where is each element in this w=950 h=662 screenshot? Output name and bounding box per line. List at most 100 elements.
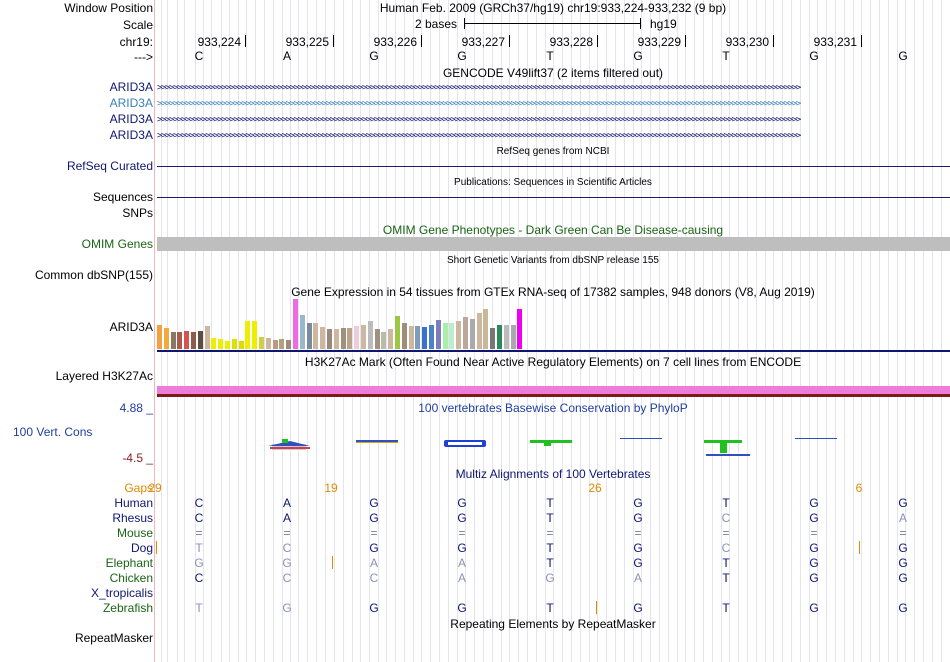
species-label-chicken[interactable]: Chicken bbox=[109, 571, 153, 585]
gtex-tissue-bar[interactable] bbox=[367, 321, 373, 349]
grid-line bbox=[782, 0, 783, 662]
gtex-tissue-bar[interactable] bbox=[265, 338, 271, 349]
gtex-tissue-bar[interactable] bbox=[163, 328, 169, 349]
gtex-tissue-bar[interactable] bbox=[456, 321, 462, 349]
gtex-tissue-bar[interactable] bbox=[381, 332, 387, 349]
gtex-tissue-bar[interactable] bbox=[361, 325, 366, 349]
gtex-tissue-bar[interactable] bbox=[408, 326, 414, 349]
gtex-tissue-bar[interactable] bbox=[401, 323, 407, 349]
refseq-gene-line[interactable] bbox=[157, 166, 950, 167]
gencode-transcript-arrows[interactable]: >>>>>>>>>>>>>>>>>>>>>>>>>>>>>>>>>>>>>>>>… bbox=[157, 100, 801, 108]
publications-track-label[interactable]: Sequences bbox=[92, 190, 153, 204]
aligned-base: G bbox=[194, 556, 204, 570]
species-label-elephant[interactable]: Elephant bbox=[105, 556, 153, 570]
dbsnp-track-label[interactable]: Common dbSNP(155) bbox=[34, 268, 153, 282]
dna-base: C bbox=[194, 49, 204, 63]
insert-marker-dog-2 bbox=[859, 541, 860, 554]
ruler-tick bbox=[245, 35, 246, 47]
omim-gene-bar[interactable] bbox=[157, 237, 950, 251]
gtex-tissue-bar[interactable] bbox=[429, 325, 434, 349]
gencode-transcript-label[interactable]: ARID3A bbox=[109, 128, 153, 142]
gtex-tissue-bar[interactable] bbox=[170, 332, 176, 349]
aligned-base: G bbox=[457, 541, 467, 555]
gtex-tissue-bar[interactable] bbox=[442, 323, 448, 349]
species-label-mouse[interactable]: Mouse bbox=[116, 526, 153, 540]
gtex-tissue-bar[interactable] bbox=[395, 316, 400, 349]
snps-track-label[interactable]: SNPs bbox=[122, 206, 153, 220]
gtex-tissue-bar[interactable] bbox=[157, 325, 162, 349]
gtex-track-label[interactable]: ARID3A bbox=[109, 320, 153, 334]
gtex-tissue-bar[interactable] bbox=[245, 321, 251, 349]
h3k27ac-signal-dark[interactable] bbox=[157, 394, 950, 397]
gencode-transcript-arrows[interactable]: >>>>>>>>>>>>>>>>>>>>>>>>>>>>>>>>>>>>>>>>… bbox=[157, 116, 801, 124]
gtex-tissue-bar[interactable] bbox=[510, 325, 516, 349]
gtex-tissue-bar[interactable] bbox=[272, 340, 278, 349]
gtex-tissue-bar[interactable] bbox=[469, 319, 475, 349]
species-label-x_tropicalis[interactable]: X_tropicalis bbox=[90, 586, 153, 600]
gtex-tissue-bar[interactable] bbox=[204, 326, 210, 349]
gtex-tissue-bar[interactable] bbox=[327, 329, 332, 349]
grid-line bbox=[545, 0, 546, 662]
gtex-tissue-bar[interactable] bbox=[238, 341, 244, 349]
gtex-tissue-bar[interactable] bbox=[333, 329, 339, 349]
gencode-transcript-arrows[interactable]: >>>>>>>>>>>>>>>>>>>>>>>>>>>>>>>>>>>>>>>>… bbox=[157, 84, 801, 92]
gtex-tissue-bar[interactable] bbox=[177, 332, 183, 349]
gtex-tissue-bar[interactable] bbox=[388, 329, 394, 349]
gtex-tissue-bar[interactable] bbox=[259, 337, 264, 349]
gtex-tissue-bar[interactable] bbox=[191, 332, 196, 349]
gtex-tissue-bar[interactable] bbox=[293, 299, 298, 349]
gtex-tissue-bar[interactable] bbox=[503, 325, 509, 349]
grid-line bbox=[650, 0, 651, 662]
aligned-base: G bbox=[282, 601, 292, 615]
gtex-tissue-bar[interactable] bbox=[299, 315, 305, 349]
logo-pos-3 bbox=[356, 440, 398, 443]
gtex-tissue-bar[interactable] bbox=[476, 313, 482, 349]
gencode-transcript-label[interactable]: ARID3A bbox=[109, 112, 153, 126]
gencode-transcript-label[interactable]: ARID3A bbox=[109, 96, 153, 110]
gtex-tissue-bar[interactable] bbox=[231, 339, 237, 349]
gtex-tissue-bar[interactable] bbox=[306, 323, 312, 349]
gtex-tissue-bar[interactable] bbox=[347, 328, 353, 349]
gtex-tissue-bar[interactable] bbox=[252, 321, 258, 349]
gtex-tissue-bar[interactable] bbox=[197, 331, 203, 349]
gtex-tissue-bar[interactable] bbox=[435, 320, 441, 349]
gtex-tissue-bar[interactable] bbox=[211, 338, 217, 349]
gtex-tissue-bar[interactable] bbox=[449, 323, 455, 349]
gtex-tissue-bar[interactable] bbox=[313, 323, 319, 349]
publications-line[interactable] bbox=[157, 197, 950, 198]
refseq-track-label[interactable]: RefSeq Curated bbox=[66, 159, 153, 173]
conservation-track-label[interactable]: 100 Vert. Cons bbox=[13, 425, 93, 439]
gtex-tissue-bar[interactable] bbox=[415, 326, 421, 349]
gencode-transcript-label[interactable]: ARID3A bbox=[109, 80, 153, 94]
grid-line bbox=[826, 0, 827, 662]
species-label-rhesus[interactable]: Rhesus bbox=[112, 511, 153, 525]
species-label-dog[interactable]: Dog bbox=[130, 541, 153, 555]
gtex-tissue-bar[interactable] bbox=[218, 339, 224, 349]
gtex-tissue-bar[interactable] bbox=[225, 341, 230, 349]
gtex-tissue-bar[interactable] bbox=[463, 317, 468, 349]
window-position-value[interactable]: Human Feb. 2009 (GRCh37/hg19) chr19:933,… bbox=[379, 1, 727, 15]
h3k27ac-signal-pink[interactable] bbox=[157, 386, 950, 394]
species-label-human[interactable]: Human bbox=[114, 496, 153, 510]
gtex-tissue-bar[interactable] bbox=[320, 327, 326, 349]
omim-track-label[interactable]: OMIM Genes bbox=[81, 237, 153, 251]
species-label-zebrafish[interactable]: Zebrafish bbox=[102, 601, 153, 615]
grid-line bbox=[562, 0, 563, 662]
aligned-base: G bbox=[633, 496, 643, 510]
gtex-tissue-bar[interactable] bbox=[374, 329, 380, 349]
grid-line bbox=[712, 0, 713, 662]
repeatmasker-track-label[interactable]: RepeatMasker bbox=[74, 631, 153, 645]
gtex-tissue-bar[interactable] bbox=[483, 309, 489, 349]
grid-line bbox=[298, 0, 299, 662]
gtex-tissue-bar[interactable] bbox=[354, 326, 360, 349]
h3k27ac-track-label[interactable]: Layered H3K27Ac bbox=[55, 369, 153, 383]
gtex-tissue-bar[interactable] bbox=[184, 331, 190, 349]
gencode-transcript-arrows[interactable]: >>>>>>>>>>>>>>>>>>>>>>>>>>>>>>>>>>>>>>>>… bbox=[157, 132, 801, 140]
gtex-tissue-bar[interactable] bbox=[490, 328, 496, 349]
gtex-tissue-bar[interactable] bbox=[279, 339, 285, 349]
gtex-tissue-bar[interactable] bbox=[497, 325, 502, 349]
gtex-tissue-bar[interactable] bbox=[340, 328, 346, 349]
gtex-tissue-bar[interactable] bbox=[286, 340, 292, 349]
gtex-tissue-bar[interactable] bbox=[422, 327, 428, 349]
gtex-tissue-bar[interactable] bbox=[517, 309, 523, 349]
